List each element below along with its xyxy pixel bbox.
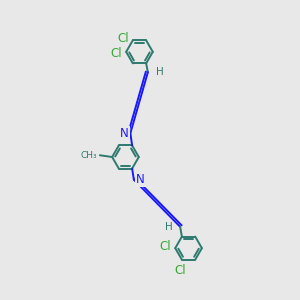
- Text: N: N: [120, 127, 128, 140]
- Text: Cl: Cl: [110, 47, 122, 60]
- Text: Cl: Cl: [117, 32, 129, 45]
- Text: CH₃: CH₃: [80, 151, 97, 160]
- Text: Cl: Cl: [159, 240, 171, 253]
- Text: H: H: [165, 222, 172, 232]
- Text: H: H: [156, 67, 164, 77]
- Text: N: N: [136, 173, 145, 186]
- Text: Cl: Cl: [174, 264, 186, 277]
